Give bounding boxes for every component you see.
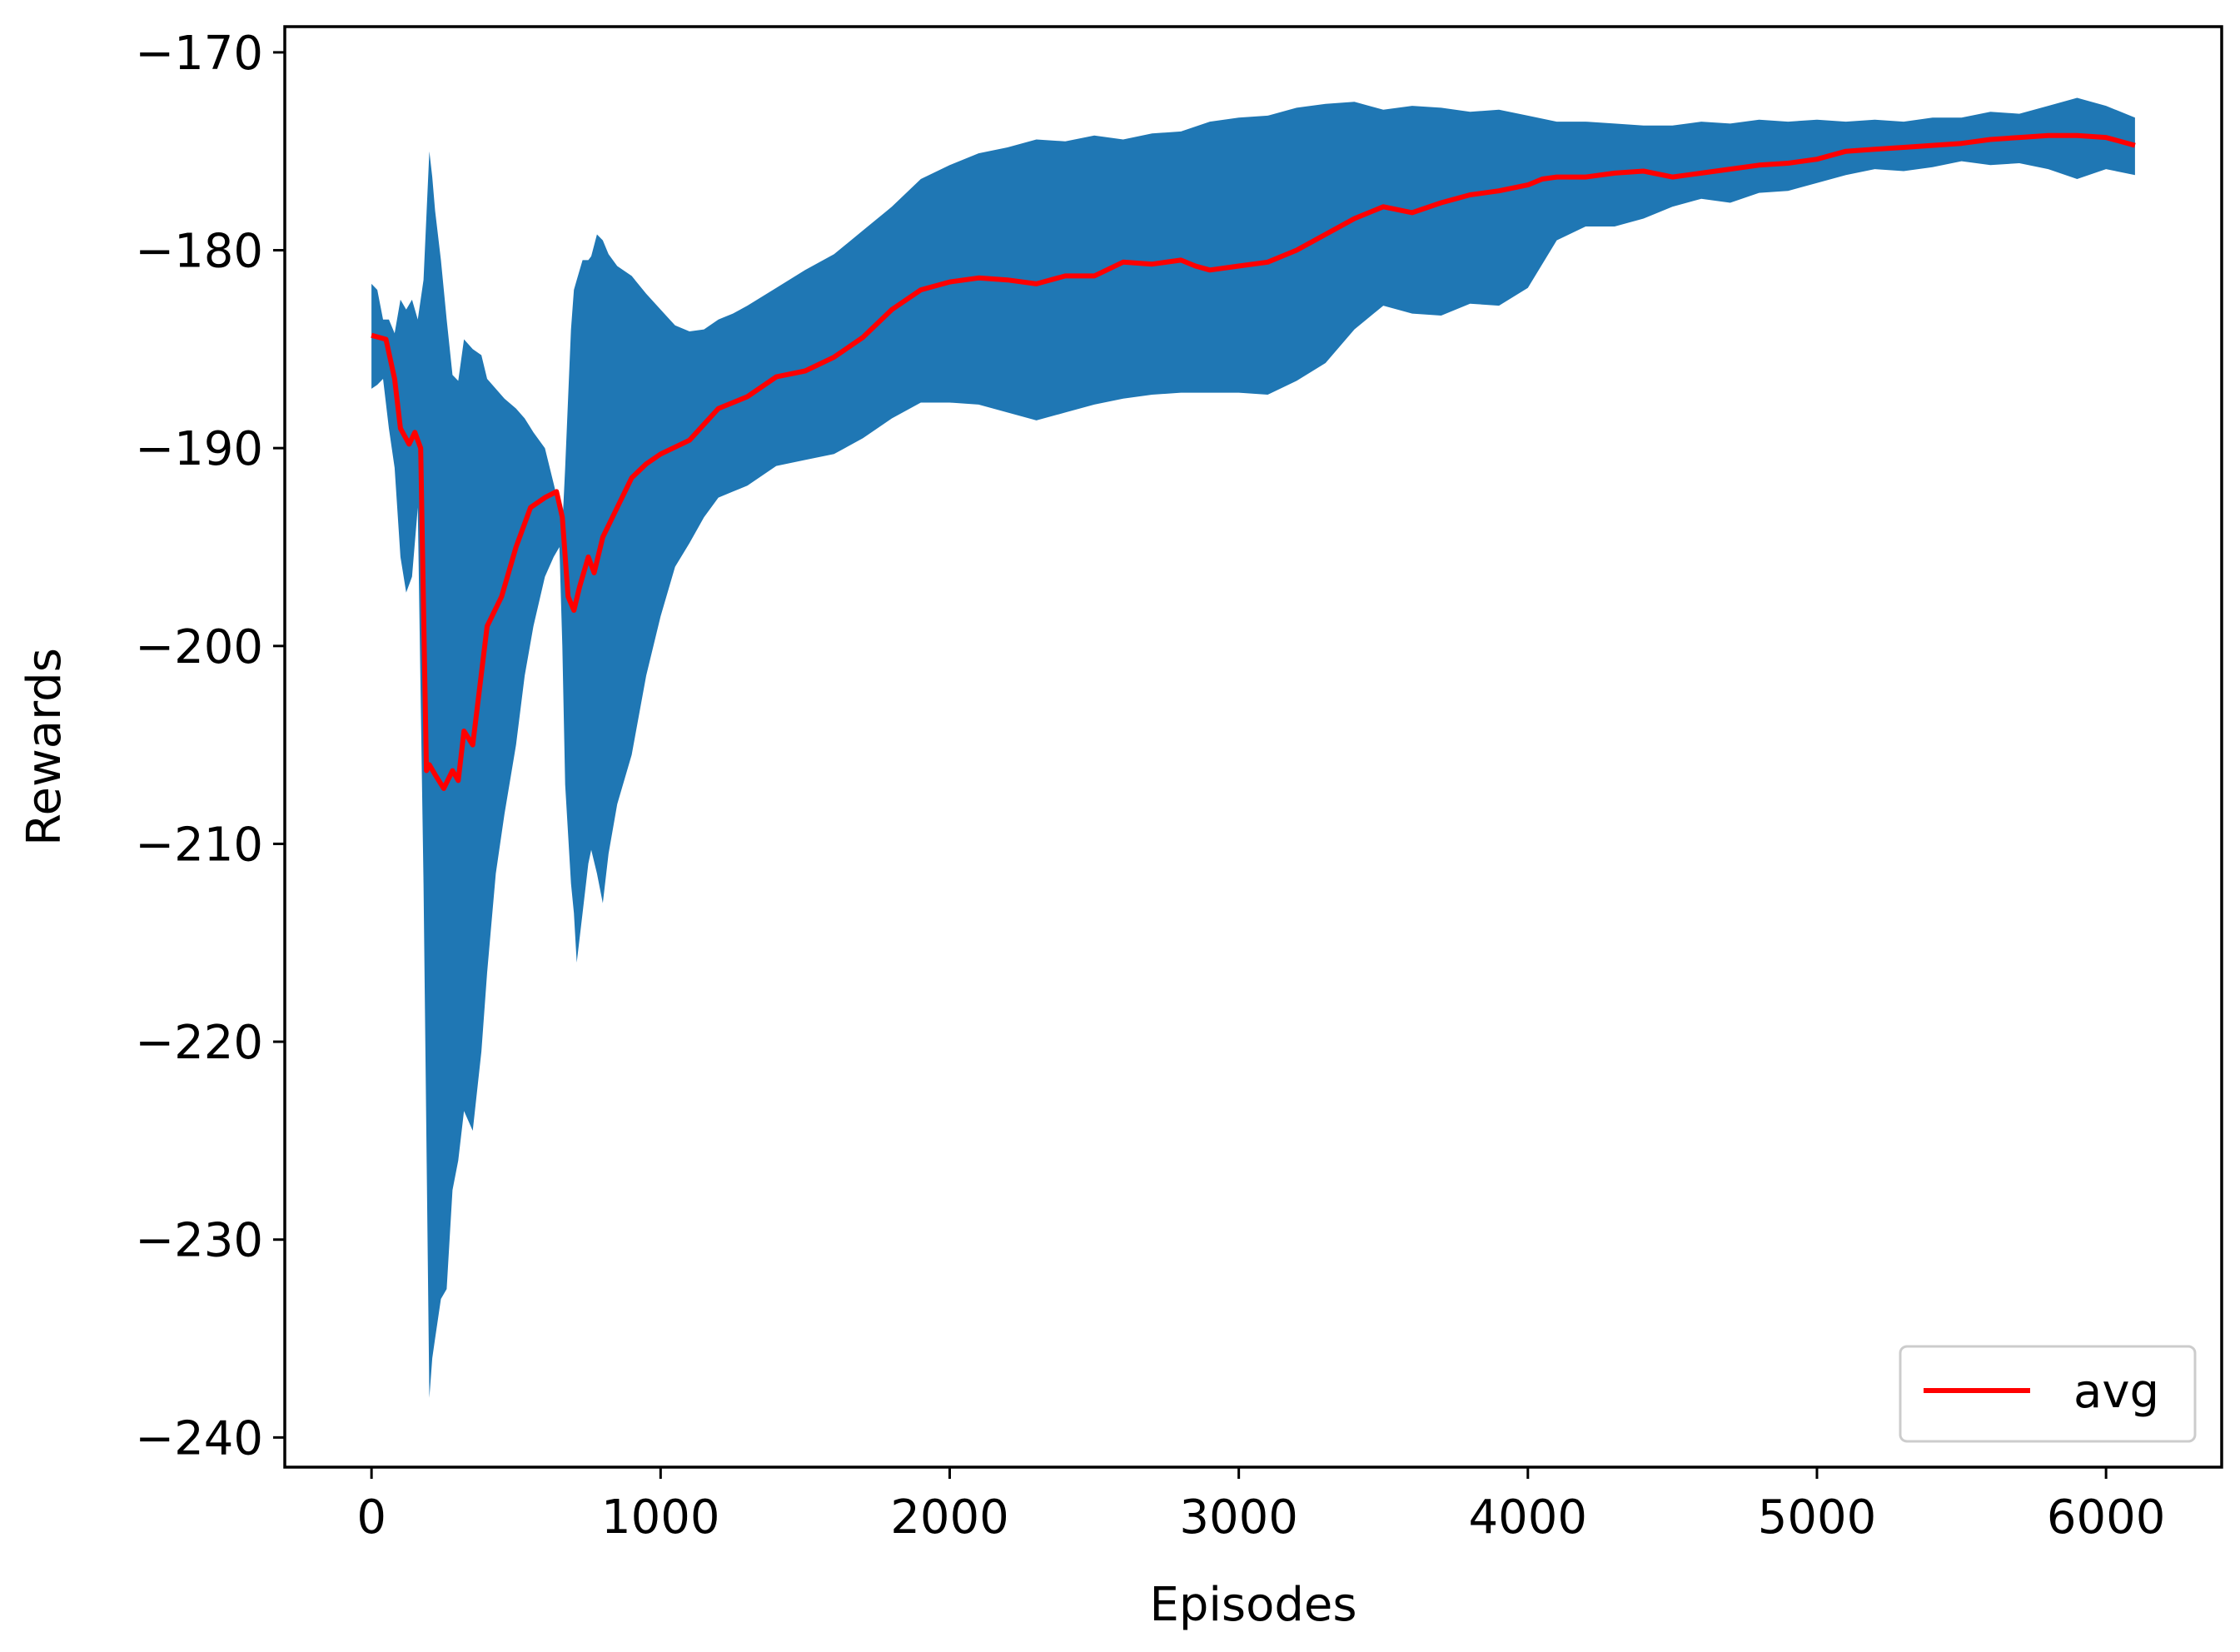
x-axis-label: Episodes (1149, 1578, 1356, 1632)
y-tick-label: −170 (135, 27, 263, 81)
x-tick-label: 4000 (1469, 1490, 1588, 1545)
std-band (371, 97, 2135, 1398)
x-tick-label: 5000 (1758, 1490, 1877, 1545)
x-axis: 0 1000 2000 3000 4000 5000 6000 (356, 1467, 2165, 1545)
y-tick-label: −240 (135, 1411, 263, 1465)
axes-frame (283, 25, 2223, 1469)
y-axis-label: Rewards (17, 648, 72, 846)
x-tick-label: 0 (356, 1490, 386, 1545)
y-tick-label: −220 (135, 1016, 263, 1070)
legend-box (1899, 1345, 2197, 1443)
legend-avg-label: avg (2073, 1365, 2159, 1419)
y-tick-label: −210 (135, 818, 263, 872)
x-tick-label: 1000 (601, 1490, 720, 1545)
series-line-avg (371, 132, 2136, 791)
y-axis: −170 −180 −190 −200 −210 −220 −230 −240 (135, 27, 285, 1465)
y-tick-label: −190 (135, 422, 263, 476)
plot-area (371, 97, 2136, 1398)
y-tick-label: −180 (135, 225, 263, 279)
x-tick-label: 2000 (890, 1490, 1009, 1545)
x-tick-label: 6000 (2047, 1490, 2166, 1545)
y-tick-label: −230 (135, 1214, 263, 1268)
legend: avg (1899, 1345, 2197, 1443)
x-tick-label: 3000 (1179, 1490, 1298, 1545)
y-tick-label: −200 (135, 620, 263, 674)
